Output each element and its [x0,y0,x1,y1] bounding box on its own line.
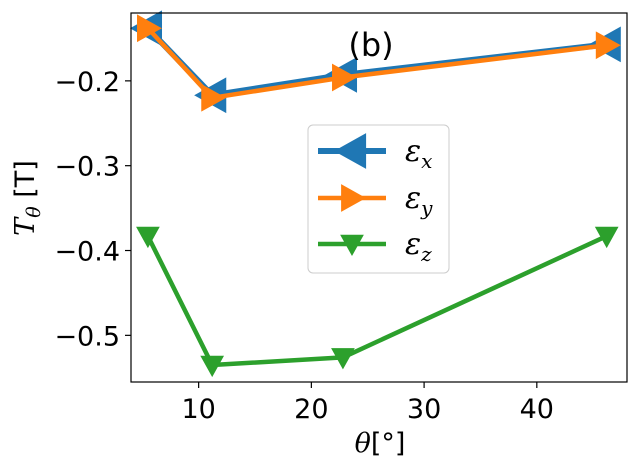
legend-marker [333,133,367,169]
legend-marker [341,184,367,212]
y-tick-label: −0.4 [54,237,120,268]
data-point-z [331,348,355,370]
y-axis-label: Tθ [T] [10,160,45,236]
x-axis-label: θ[°] [355,428,406,459]
chart-annotation: (b) [348,26,393,64]
y-tick-label: −0.2 [54,67,120,98]
legend-label: εz [405,227,432,266]
legend-item-z: εz [318,227,432,266]
y-axis-unit: [T] [10,160,41,206]
x-tick-label: 30 [407,394,441,425]
data-point-y [595,31,621,60]
data-point-y [137,14,162,43]
y-tick-label: −0.5 [54,321,120,352]
legend-marker [340,234,364,257]
legend-label-subscript: y [420,196,433,220]
legend-label-symbol: ε [405,181,421,216]
data-point-y [201,83,227,112]
data-point-z [594,226,619,249]
legend-label-subscript: z [420,242,432,266]
x-tick-label: 40 [520,394,554,425]
series-line-y [146,26,607,101]
series-line-z [145,234,608,368]
y-axis-subscript: θ [23,206,45,218]
data-point-z [136,226,160,249]
x-tick-label: 20 [294,394,328,425]
y-tick-label: −0.3 [54,152,120,183]
x-tick-label: 10 [181,394,215,425]
series-y [137,14,621,112]
legend-label: εx [405,134,432,173]
legend-label: εy [405,181,433,220]
tick-layer: 10 20 30 40 −0.2 −0.3 −0.4 −0.5 [54,67,554,425]
series-z [136,226,619,378]
y-axis-symbol: T [10,216,41,236]
legend-label-subscript: x [421,149,432,173]
data-point-z [200,355,225,378]
x-axis-symbol: θ [355,428,371,459]
legend-label-symbol: ε [405,227,421,262]
legend-item-y: εy [318,181,433,220]
x-axis-unit: [°] [371,428,406,459]
plot-frame [130,12,628,383]
legend-item-x: εx [318,133,432,173]
legend-label-symbol: ε [405,134,421,169]
data-point-y [332,63,357,92]
series-layer [129,10,621,378]
